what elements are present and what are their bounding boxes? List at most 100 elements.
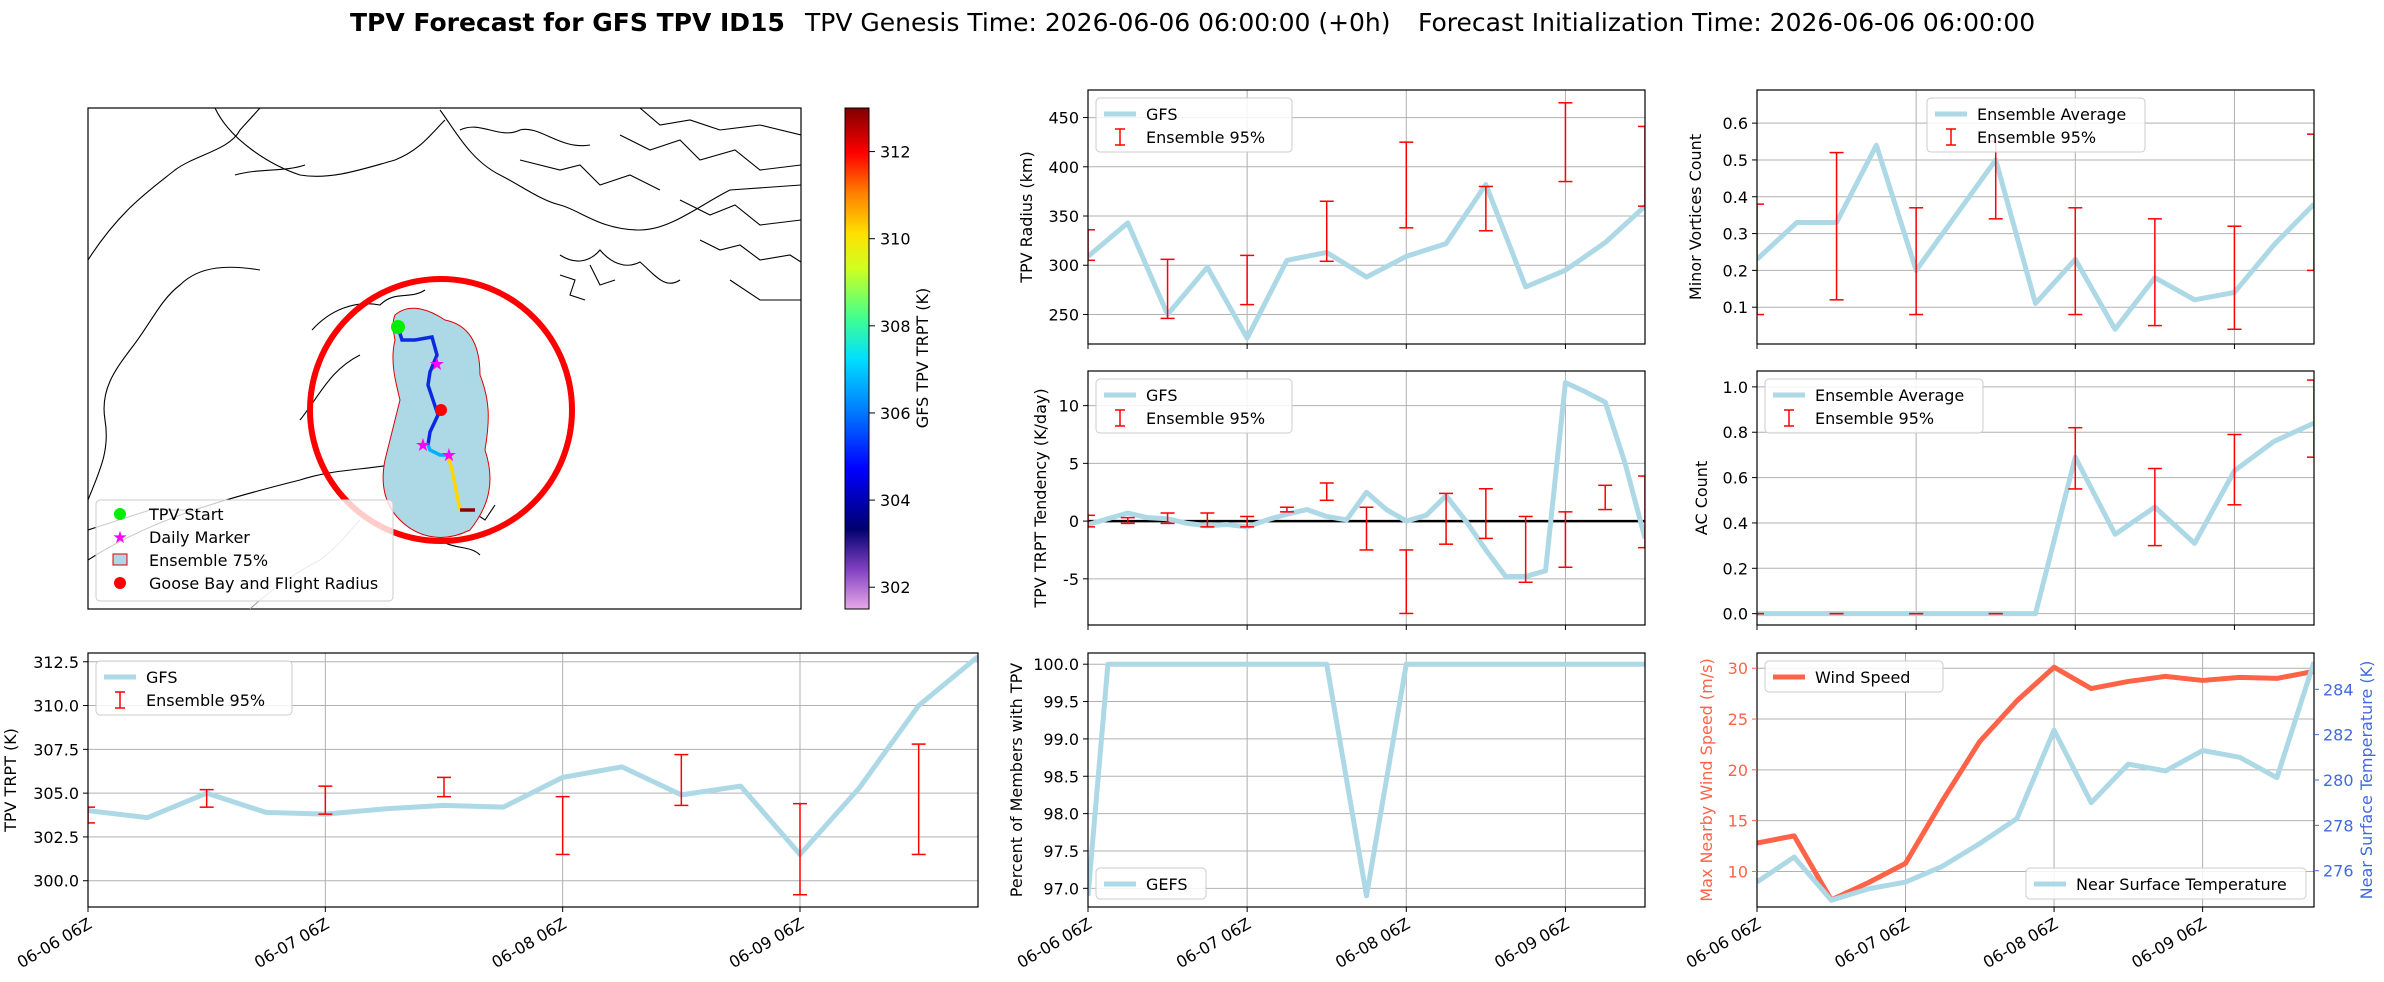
legend: Ensemble Average Ensemble 95% (1926, 97, 2146, 153)
daily-marker-1: ★ (429, 354, 445, 375)
ytick-label: -5 (1063, 570, 1079, 589)
colorbar-tick-label: 306 (880, 404, 911, 423)
map-panel: ★ ★ ★ TPV Start ★ Daily Marker Ensemble … (87, 107, 932, 610)
xtick-label: 06-06 06Z (14, 914, 95, 972)
legend: Ensemble Average Ensemble 95% (1764, 378, 1984, 434)
ytick-label: 0.6 (1723, 469, 1748, 488)
y-axis-label: Max Nearby Wind Speed (m/s) (1697, 658, 1716, 901)
daily-marker-3: ★ (441, 445, 457, 466)
xtick-label: 06-06 06Z (1683, 914, 1764, 972)
ytick-label: 0.6 (1723, 114, 1748, 133)
flight-radius-circle (307, 276, 575, 544)
y2tick-label: 276 (2323, 862, 2354, 881)
ytick-label: 0.2 (1723, 261, 1748, 280)
ytick-label: 98.0 (1043, 805, 1079, 824)
legend: GEFS (1095, 867, 1207, 900)
legend-box (1095, 378, 1293, 434)
ytick-label: 0 (1069, 512, 1079, 531)
legend: GFS Ensemble 95% (1095, 97, 1293, 153)
legend: GFS Ensemble 95% (95, 660, 293, 716)
legend-box (1764, 378, 1984, 434)
series-group (1088, 661, 1645, 899)
series-line-gfs (1088, 182, 1645, 341)
axes-frame (1756, 370, 2315, 626)
ytick-label: 10 (1059, 397, 1079, 416)
legend-label: GFS (1146, 105, 1177, 124)
y2tick-label: 280 (2323, 771, 2354, 790)
series-group (1757, 661, 2314, 903)
legend-label: Near Surface Temperature (2076, 875, 2287, 894)
ytick-label: 30 (1728, 659, 1748, 678)
ytick-label: 15 (1728, 812, 1748, 831)
ytick-label: 97.0 (1043, 879, 1079, 898)
legend-star-icon: ★ (112, 528, 127, 548)
legend-label: Ensemble 95% (1815, 409, 1934, 428)
suptitle-bold: TPV Forecast for GFS TPV ID15 (350, 8, 785, 37)
legend-label: Ensemble Average (1977, 105, 2126, 124)
chart-tendency: -5 0 5 10 TPV TRPT Tendency (K/day) GFS Ensemb… (1031, 370, 1646, 630)
series-group (1088, 380, 1645, 615)
chart-radius: 250 300 350 400 450 TPV Radius (km) GFS Ensembl… (1017, 89, 1646, 349)
ytick-label: 312.5 (33, 653, 79, 672)
ytick-label: 25 (1728, 710, 1748, 729)
legend-box (1095, 97, 1293, 153)
ytick-label: 10 (1728, 862, 1748, 881)
ytick-label: 0.4 (1723, 188, 1748, 207)
ytick-label: 97.5 (1043, 842, 1079, 861)
y2tick-label: 278 (2323, 816, 2354, 835)
ytick-label: 20 (1728, 761, 1748, 780)
axes-frame (1756, 89, 2315, 345)
tpv-track-blue (396, 326, 440, 446)
ytick-label: 5 (1069, 454, 1079, 473)
y2tick-label: 282 (2323, 726, 2354, 745)
legend-label: GEFS (1146, 875, 1188, 894)
ytick-label: 0.3 (1723, 225, 1748, 244)
xtick-label: 06-06 06Z (1014, 914, 1095, 972)
legend-label: Ensemble 95% (1146, 409, 1265, 428)
xtick-label: 06-08 06Z (1332, 914, 1413, 972)
ytick-label: 99.0 (1043, 730, 1079, 749)
y-axis-label: TPV TRPT (K) (1, 728, 20, 833)
suptitle-init: Forecast Initialization Time: 2026-06-06… (1418, 8, 2035, 37)
series-line-gfs (1088, 380, 1645, 580)
xtick-label: 06-07 06Z (1831, 914, 1912, 972)
ytick-label: 1.0 (1723, 378, 1748, 397)
ytick-label: 400 (1048, 158, 1079, 177)
ytick-label: 305.0 (33, 784, 79, 803)
legend-ensemble-icon (112, 553, 128, 566)
legend-goosebay-label: Goose Bay and Flight Radius (149, 574, 378, 593)
legend: Wind Speed Near Surface Temperature (1764, 660, 2307, 900)
ytick-label: 250 (1048, 305, 1079, 324)
series-group (1757, 133, 2314, 332)
y-axis-label: AC Count (1692, 461, 1711, 535)
ytick-label: 98.5 (1043, 767, 1079, 786)
series-group (1088, 102, 1645, 341)
legend-label: Ensemble 95% (1977, 128, 2096, 147)
ytick-label: 350 (1048, 207, 1079, 226)
map-legend-box (95, 499, 394, 602)
series-line-gefs (1088, 661, 1645, 899)
series-line-gfs (88, 654, 978, 857)
ytick-label: 0.0 (1723, 605, 1748, 624)
y-axis-label: Percent of Members with TPV (1007, 663, 1026, 897)
goose-bay-marker (435, 404, 447, 416)
y2tick-label: 284 (2323, 680, 2354, 699)
chart-ac: 0.0 0.2 0.4 0.6 0.8 1.0 AC Count Ensemble Avera… (1692, 370, 2315, 630)
ytick-label: 300.0 (33, 872, 79, 891)
legend-label: GFS (1146, 386, 1177, 405)
y-axis-label: TPV Radius (km) (1017, 151, 1036, 284)
tpv-track-yellow (446, 454, 462, 511)
legend-box (1764, 660, 1944, 693)
xtick-label: 06-08 06Z (1980, 914, 2061, 972)
tpv-track-cyan (426, 444, 448, 457)
ensemble-75-region (382, 307, 491, 538)
colorbar-ticks: 302 304 306 308 310 312 (869, 143, 911, 597)
axes-frame (1087, 89, 1646, 345)
daily-marker-2: ★ (415, 435, 431, 456)
legend-box (2025, 867, 2307, 900)
legend-box (95, 660, 293, 716)
chart-trpt: 300.0 302.5 305.0 307.5 310.0 312.5 TPV TRPT (… (1, 652, 979, 972)
legend-label: Ensemble Average (1815, 386, 1964, 405)
map-legend: TPV Start ★ Daily Marker Ensemble 75% Go… (95, 499, 394, 602)
ytick-label: 100.0 (1033, 655, 1079, 674)
